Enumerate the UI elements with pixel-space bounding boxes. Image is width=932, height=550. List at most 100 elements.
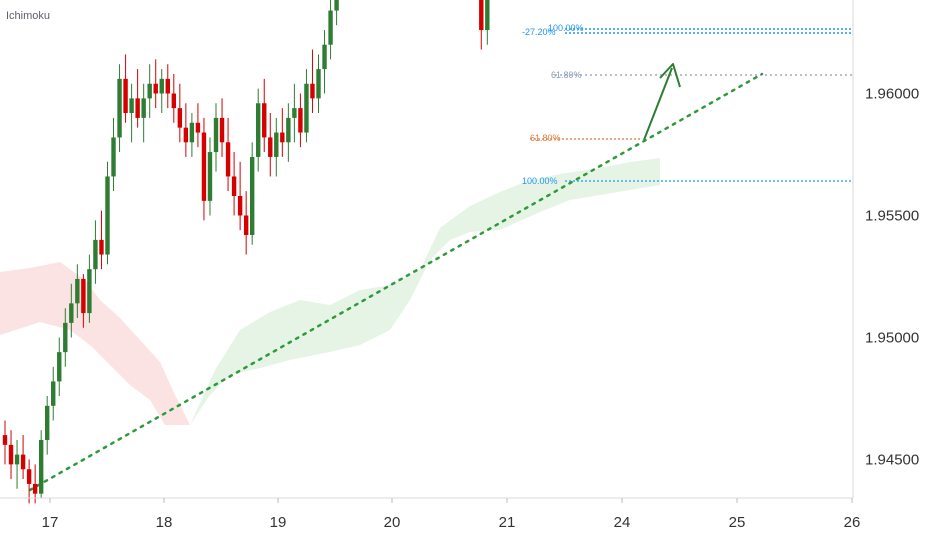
candle [105,161,110,265]
fib-levels: 100.00%-27.20%61.80%61.80%100.00% [522,23,853,186]
candle-body [268,137,273,157]
candle-body [249,156,255,236]
candle [304,69,309,143]
candle-body [219,117,225,143]
candle [14,439,20,489]
candle-body [26,469,32,484]
candle [147,64,152,118]
candle-body [81,278,86,314]
candle [123,54,128,123]
candlestick-series [2,0,490,504]
x-tick-label: 24 [614,514,631,531]
x-tick-label: 17 [42,514,59,531]
x-tick-label: 21 [499,514,516,531]
candle [213,103,219,172]
candle [69,283,74,338]
candle [8,430,14,480]
y-tick-label: 1.95000 [865,330,919,347]
candle-body [298,108,303,133]
candle [219,98,225,157]
x-tick-label: 25 [729,514,746,531]
candle-body [105,176,110,255]
candle-body [280,132,285,143]
candle [129,83,134,143]
candle-body [292,108,297,118]
projection-arrow-head [659,63,681,88]
candle [328,0,333,60]
candle-body [129,98,134,114]
fib-label: 61.80% [551,70,582,80]
candle [63,308,68,367]
projection-arrow [643,63,681,141]
candle-body [153,83,158,94]
candle [225,117,231,192]
candle [117,64,122,153]
candle-body [334,0,339,11]
candle-body [328,10,333,45]
x-tick-label: 20 [384,514,401,531]
candle-body [237,195,243,216]
fib-label: -27.20% [522,27,556,37]
candle [57,337,62,397]
candle-body [51,381,56,406]
candle-body [189,122,195,143]
candle [45,396,50,455]
candle-body [57,352,62,382]
candle [310,49,315,114]
candle-body [32,483,38,494]
candle-body [207,152,213,201]
candle [153,59,158,109]
candle-body [45,405,50,440]
candle [485,0,490,45]
candle [201,117,207,221]
candle-body [304,83,309,133]
x-tick-label: 19 [270,514,287,531]
candle [274,117,279,177]
fib-label: 100.00% [522,176,558,186]
candle [26,459,32,504]
candle-body [20,454,26,470]
candle-body [69,303,74,323]
candle-body [111,137,116,177]
candle [286,103,291,162]
candle [141,83,146,143]
candle [237,161,243,231]
candle [20,435,26,480]
candle [207,137,213,216]
candle [298,93,303,148]
candle [93,220,98,284]
candle-body [256,103,261,157]
candle [159,69,164,114]
fib-label: 61.80% [530,133,561,143]
y-tick-label: 1.94500 [865,452,919,469]
y-tick-label: 1.95500 [865,208,919,225]
candle [479,0,484,50]
candle-body [8,444,14,465]
candle-body [479,0,484,31]
candle-body [213,117,219,153]
candle-body [14,454,20,465]
candle-body [262,103,267,138]
candle [32,464,38,504]
candle-body [159,78,164,94]
candle-body [195,122,201,133]
candle [292,83,297,143]
candle-body [165,78,170,94]
candle [99,210,104,270]
candle [262,78,267,153]
candle [334,0,339,26]
candle [177,83,183,143]
candle-body [99,239,104,255]
candle-body [225,142,231,177]
candle [135,69,140,128]
time-axis[interactable]: 17 18 19 20 21 24 25 26 [42,498,861,531]
candle-body [135,98,140,118]
candle [171,73,177,123]
candle-body [485,0,490,31]
candle [2,420,8,465]
candle [243,191,249,255]
candle [268,113,273,177]
price-axis[interactable]: 1.945001.950001.955001.960001.965001.975… [865,0,919,469]
